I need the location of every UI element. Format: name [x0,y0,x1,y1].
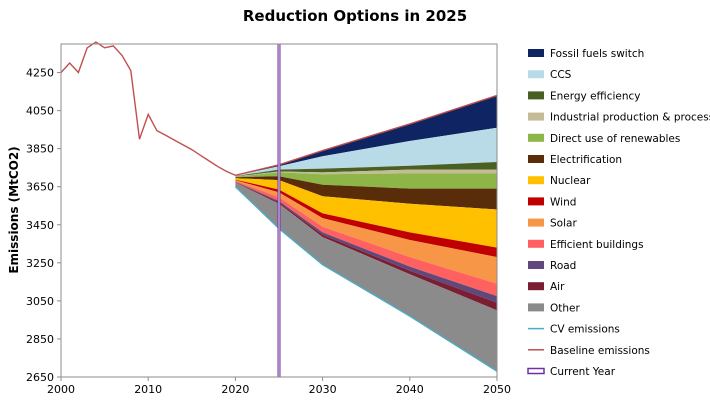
legend-swatch-air [528,282,544,291]
chart-title: Reduction Options in 2025 [243,7,467,25]
legend-swatch-ccs [528,70,544,79]
area-ccs [235,127,497,177]
x-tick-label: 2010 [134,383,162,396]
area-electrification [235,176,497,210]
legend-swatch-solar [528,218,544,227]
y-tick-label: 3450 [26,219,54,232]
legend-label-road: Road [550,260,576,272]
y-tick-label: 4250 [26,67,54,80]
y-tick-label: 4050 [26,105,54,118]
x-tick-label: 2020 [221,383,249,396]
legend-label-nuclear: Nuclear [550,175,591,187]
legend-swatch-electrification [528,155,544,163]
area-efficient-buildings [235,181,497,297]
y-tick-label: 3250 [26,257,54,270]
legend-label-solar: Solar [550,218,577,230]
legend-swatch-direct-use-of-renewables [528,133,544,142]
x-tick-label: 2050 [483,383,511,396]
area-nuclear [235,178,497,248]
area-direct-use-of-renewables [235,172,497,189]
area-wind [235,179,497,258]
y-axis-label: Emissions (MtCO2) [7,146,21,273]
legend-label-efficient-buildings: Efficient buildings [550,239,644,251]
y-tick-label: 3650 [26,181,54,194]
legend-swatch-road [528,261,544,269]
baseline-emissions-line [60,41,498,177]
x-tick-label: 2000 [47,383,75,396]
area-industrial-production-process [235,169,497,177]
area-fossil-fuels-switch [235,95,497,176]
y-tick-label: 3050 [26,295,54,308]
legend-swatch-efficient-buildings [528,239,544,248]
legend: Fossil fuels switch CCS Energy efficiency I… [527,48,710,378]
legend-label-electrification: Electrification [550,154,622,166]
legend-label-energy-efficiency: Energy efficiency [550,90,641,102]
area-solar [235,180,497,284]
legend-label-cv-emissions: CV emissions [550,324,620,336]
legend-swatch-industrial-production-process [528,112,544,121]
legend-label-other: Other [550,302,580,314]
area-air [235,182,497,311]
y-tick-label: 3850 [26,143,54,156]
y-tick-label: 2650 [26,371,54,384]
legend-label-direct-use-of-renewables: Direct use of renewables [550,133,680,145]
legend-label-air: Air [550,281,565,293]
legend-swatch-energy-efficiency [528,91,544,100]
legend-swatch-other [528,303,544,312]
x-tick-label: 2040 [396,383,424,396]
legend-label-fossil-fuels-switch: Fossil fuels switch [550,48,644,60]
legend-label-current-year: Current Year [550,366,616,378]
area-road [235,181,497,303]
legend-swatch-nuclear [528,176,544,185]
x-tick-label: 2030 [309,383,337,396]
y-tick-label: 2850 [26,333,54,346]
legend-swatch-fossil-fuels-switch [528,49,544,57]
stacked-areas [235,95,497,372]
area-other [235,182,497,372]
series-lines [60,41,498,377]
legend-label-baseline-emissions: Baseline emissions [550,345,650,357]
area-energy-efficiency [235,162,497,177]
x-axis: 2000 2010 2020 2030 2040 2050 [47,377,511,396]
y-axis: 2650 2850 3050 3250 3450 3650 3850 4050 4250 [26,67,61,384]
legend-label-ccs: CCS [550,69,572,81]
plot-frame [60,43,498,378]
legend-label-wind: Wind [550,196,576,208]
legend-swatch-current-year [527,367,545,375]
legend-swatch-wind [528,197,544,206]
cv-emissions-line [234,186,498,372]
legend-label-industrial-production-process: Industrial production & process [550,112,710,124]
